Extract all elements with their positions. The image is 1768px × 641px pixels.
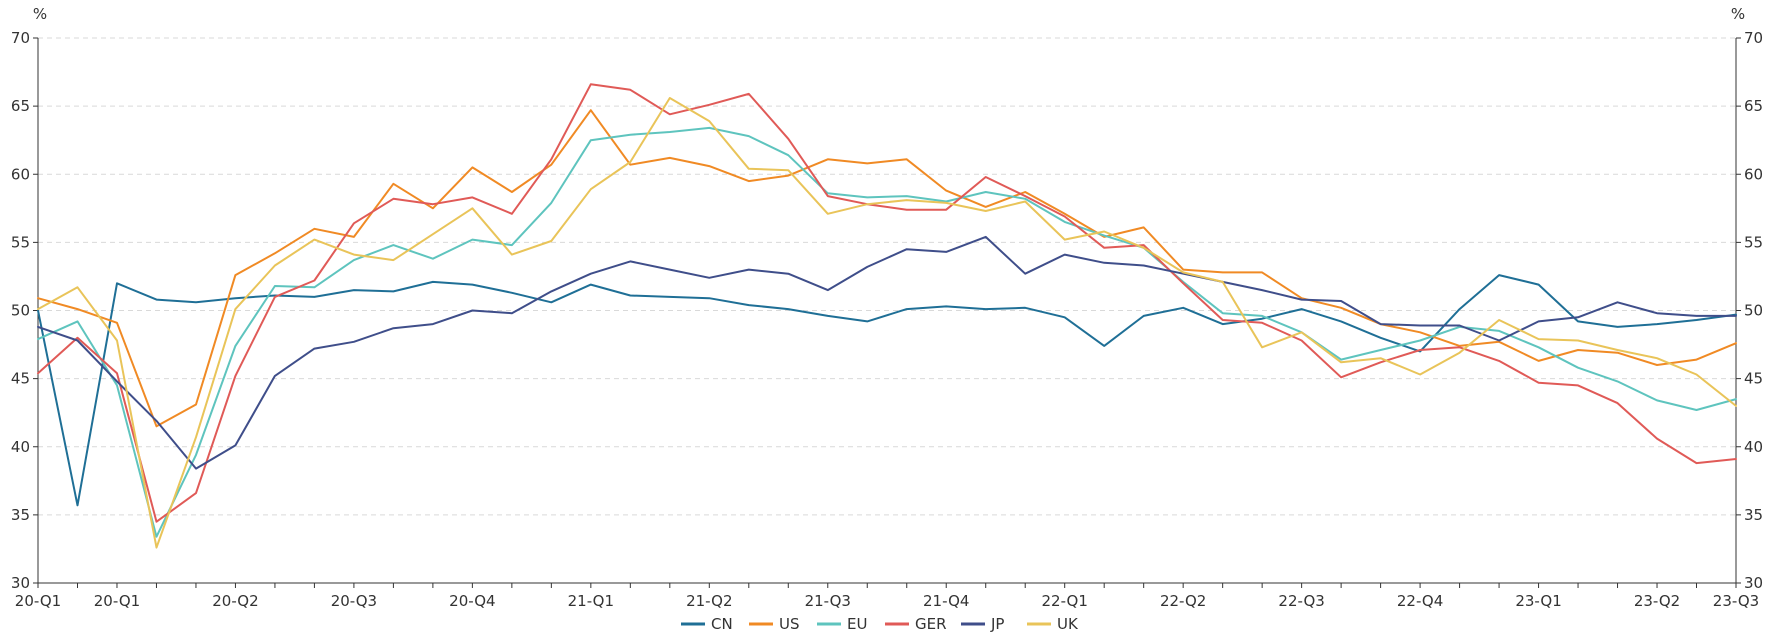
- left-y-tick-label: 50: [11, 302, 30, 320]
- left-y-tick-label: 45: [11, 370, 30, 388]
- x-tick-label: 22-Q4: [1397, 592, 1443, 610]
- right-y-tick-label: 50: [1744, 302, 1763, 320]
- axes: [33, 37, 1741, 588]
- x-tick-label: 22-Q3: [1278, 592, 1324, 610]
- legend: CN US EU GER JP UK: [681, 615, 1079, 633]
- legend-label-ger: GER: [915, 615, 947, 633]
- series-line-eu: [37, 126, 1737, 538]
- legend-label-uk: UK: [1057, 615, 1079, 633]
- right-y-tick-label: 30: [1744, 574, 1763, 592]
- x-tick-label: 22-Q2: [1160, 592, 1206, 610]
- right-y-tick-label: 65: [1744, 97, 1763, 115]
- legend-label-cn: CN: [711, 615, 733, 633]
- left-y-tick-label: 65: [11, 97, 30, 115]
- x-tick-label: 20-Q1: [94, 592, 140, 610]
- left-y-tick-label: 55: [11, 233, 30, 251]
- x-tick-label: 21-Q3: [805, 592, 851, 610]
- series-lines: [37, 83, 1737, 549]
- right-y-tick-label: 40: [1744, 438, 1763, 456]
- x-tick-label: 23-Q2: [1634, 592, 1680, 610]
- x-tick-label: 22-Q1: [1041, 592, 1087, 610]
- x-tick-label: 20-Q1: [15, 592, 61, 610]
- x-tick-label: 21-Q4: [923, 592, 969, 610]
- x-tick-label: 23-Q3: [1713, 592, 1759, 610]
- series-line-us: [37, 109, 1737, 428]
- x-tick-label: 21-Q1: [568, 592, 614, 610]
- gridlines: [38, 37, 1736, 516]
- x-tick-label: 20-Q3: [331, 592, 377, 610]
- left-y-tick-label: 70: [11, 29, 30, 47]
- series-line-ger: [37, 83, 1737, 523]
- left-y-tick-label: 35: [11, 506, 30, 524]
- left-y-tick-label: 40: [11, 438, 30, 456]
- x-tick-label: 21-Q2: [686, 592, 732, 610]
- series-line-cn: [37, 274, 1737, 507]
- x-tick-labels: 20-Q1 20-Q1 20-Q2 20-Q3 20-Q4 21-Q1 21-Q2 21-Q3…: [15, 592, 1759, 610]
- right-y-unit-label: %: [1731, 5, 1745, 23]
- legend-label-eu: EU: [847, 615, 867, 633]
- legend-label-us: US: [779, 615, 800, 633]
- x-tick-label: 23-Q1: [1515, 592, 1561, 610]
- left-y-unit-label: %: [33, 5, 47, 23]
- left-y-tick-label: 60: [11, 165, 30, 183]
- right-y-tick-label: 55: [1744, 233, 1763, 251]
- right-y-tick-label: 35: [1744, 506, 1763, 524]
- right-y-tick-label: 60: [1744, 165, 1763, 183]
- legend-label-jp: JP: [990, 615, 1004, 633]
- y-tick-labels: 30 30 35 35 40 40 45 45 50 50 55 55 60 60 65 65 70 70: [11, 29, 1763, 592]
- right-y-tick-label: 45: [1744, 370, 1763, 388]
- left-y-tick-label: 30: [11, 574, 30, 592]
- series-line-jp: [37, 235, 1737, 470]
- x-tick-label: 20-Q4: [449, 592, 495, 610]
- x-tick-label: 20-Q2: [212, 592, 258, 610]
- series-line-uk: [37, 97, 1737, 549]
- right-y-tick-label: 70: [1744, 29, 1763, 47]
